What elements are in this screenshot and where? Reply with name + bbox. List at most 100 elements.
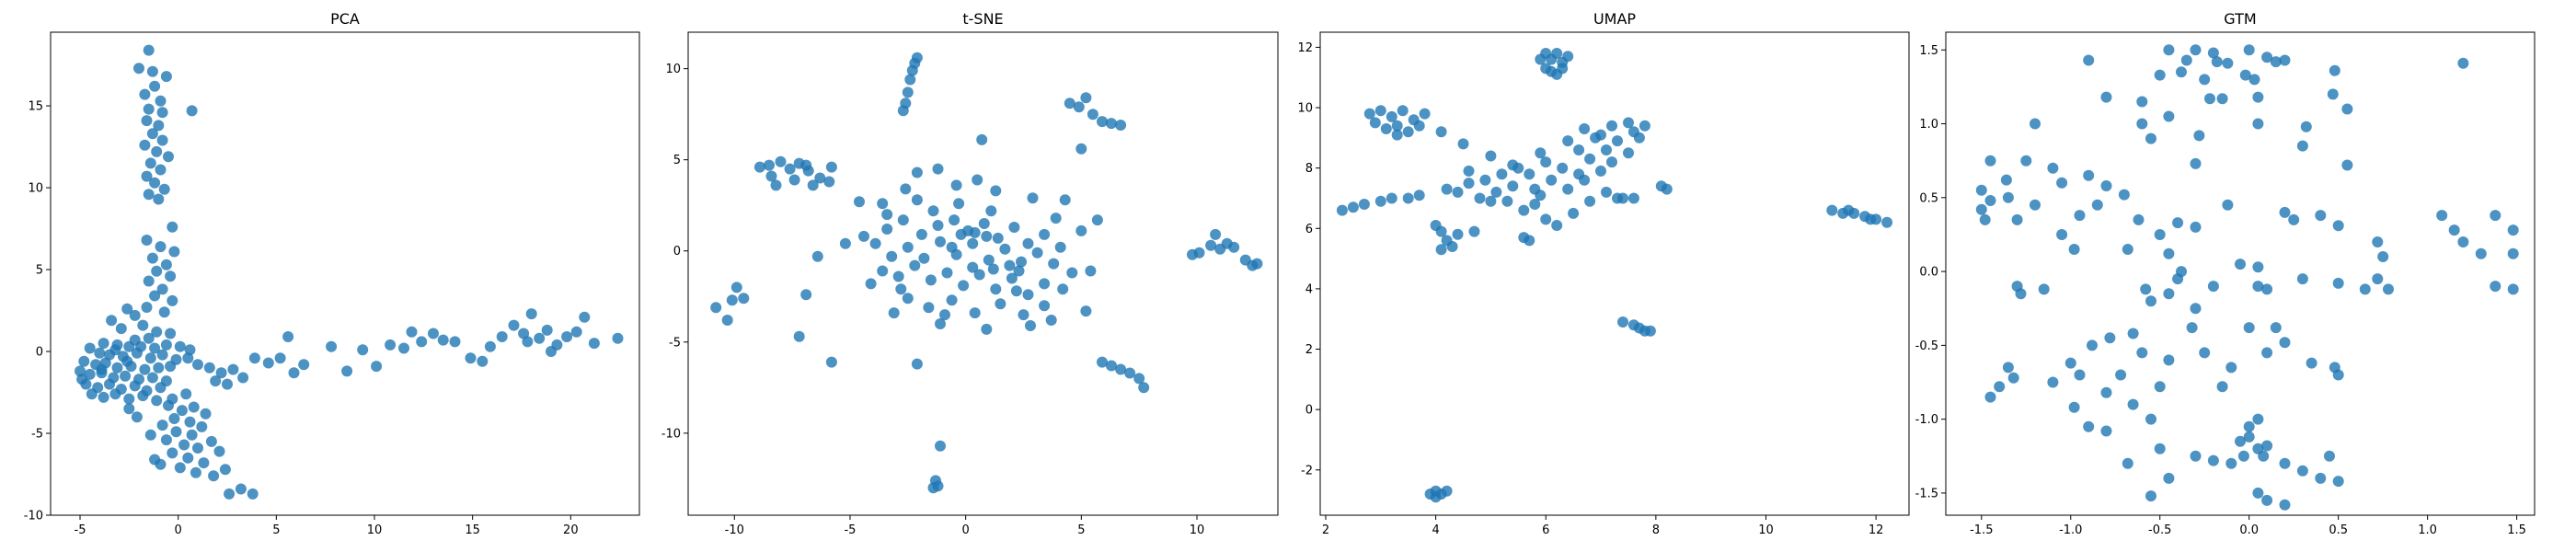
- gtm-point-10: [2176, 66, 2187, 78]
- t-sne-axes-frame: [687, 31, 1279, 516]
- umap-point-38: [1562, 135, 1574, 147]
- pca-point-15: [151, 145, 163, 157]
- gtm-ytick-label-0: -1.5: [1915, 487, 1938, 500]
- t-sne-point-114: [995, 298, 1006, 310]
- gtm-point-137: [2279, 499, 2291, 511]
- pca-point-165: [180, 388, 192, 400]
- t-sne-point-22: [1073, 101, 1085, 113]
- gtm-point-26: [2030, 118, 2041, 130]
- gtm-point-67: [2507, 247, 2519, 259]
- gtm-point-125: [2258, 450, 2270, 462]
- t-sne-point-10: [784, 163, 796, 175]
- pca-point-117: [416, 336, 428, 348]
- t-sne-point-26: [1106, 118, 1117, 130]
- t-sne-point-100: [892, 270, 904, 282]
- t-sne-point-113: [969, 307, 981, 319]
- umap-point-47: [1524, 168, 1535, 180]
- t-sne-point-130: [1066, 267, 1078, 279]
- umap-ytick-label-6: 10: [1297, 102, 1313, 116]
- t-sne-point-90: [918, 252, 930, 264]
- pca-point-167: [205, 435, 217, 447]
- umap-point-19: [1402, 126, 1414, 138]
- gtm-point-119: [2252, 413, 2264, 425]
- gtm-point-117: [2145, 413, 2156, 425]
- pca-point-156: [190, 466, 201, 478]
- pca-point-59: [131, 347, 143, 359]
- t-sne-point-112: [946, 294, 958, 306]
- umap-point-60: [1529, 199, 1541, 210]
- t-sne-point-46: [1115, 363, 1127, 375]
- pca-point-125: [508, 319, 520, 331]
- pca-point-63: [78, 355, 90, 367]
- umap-point-12: [1386, 110, 1397, 122]
- pca-point-36: [141, 302, 153, 313]
- pca-point-122: [477, 355, 489, 367]
- pca-point-31: [165, 270, 177, 282]
- pca-point-90: [137, 390, 149, 402]
- umap-point-80: [1518, 232, 1530, 244]
- umap-ytick-label-4: 6: [1305, 223, 1313, 236]
- pca-point-169: [144, 429, 156, 441]
- t-sne-point-40: [800, 289, 812, 301]
- pca-point-56: [94, 347, 106, 359]
- t-sne-point-83: [1008, 222, 1020, 233]
- t-sne-point-116: [1039, 300, 1051, 312]
- gtm-point-79: [2235, 259, 2246, 270]
- pca-point-87: [98, 391, 109, 403]
- t-sne-point-128: [1050, 213, 1062, 224]
- gtm-ytick-label-4: 0.5: [1919, 191, 1938, 205]
- t-sne-point-48: [1133, 373, 1145, 385]
- t-sne-point-101: [909, 259, 921, 271]
- pca-point-42: [137, 319, 149, 331]
- gtm-point-33: [1979, 213, 1991, 225]
- umap-point-45: [1490, 186, 1502, 198]
- gtm-point-51: [2163, 247, 2175, 259]
- umap-point-50: [1557, 162, 1569, 174]
- t-sne-point-47: [1124, 367, 1136, 379]
- umap-point-31: [1441, 183, 1453, 195]
- pca-point-8: [156, 107, 168, 119]
- gtm-title: GTM: [2224, 10, 2256, 28]
- pca-point-32: [143, 275, 155, 287]
- gtm-point-58: [2332, 220, 2344, 232]
- t-sne-point-86: [1054, 241, 1066, 253]
- gtm-point-147: [2341, 103, 2353, 115]
- t-sne-point-17: [814, 172, 826, 184]
- umap-point-8: [1546, 65, 1558, 77]
- umap-point-63: [1568, 207, 1580, 219]
- gtm-point-109: [2332, 369, 2344, 381]
- pca-xtick-label-5: 20: [563, 523, 579, 537]
- pca-point-69: [153, 362, 165, 374]
- gtm-axes-frame: [1945, 31, 2536, 516]
- pca-point-2: [146, 65, 158, 77]
- pca-point-40: [106, 315, 118, 327]
- gtm-point-31: [1984, 195, 1996, 206]
- gtm-ytick-label-3: 0.0: [1919, 266, 1938, 280]
- pca-point-113: [371, 361, 383, 373]
- pca-point-141: [200, 408, 212, 420]
- pca-point-102: [222, 378, 233, 390]
- t-sne-point-93: [967, 237, 979, 249]
- pca-ytick-label-3: 5: [36, 264, 43, 278]
- t-sne-point-71: [972, 174, 983, 186]
- pca-ytick-label-1: -5: [31, 428, 43, 442]
- t-sne-ytick-label-1: -5: [669, 336, 681, 350]
- umap-point-37: [1535, 147, 1547, 159]
- pca-point-129: [541, 324, 553, 336]
- gtm-point-56: [2288, 213, 2300, 225]
- gtm-point-132: [2296, 465, 2308, 477]
- pca-point-112: [357, 344, 369, 356]
- pca-point-7: [143, 103, 155, 115]
- pca-point-157: [219, 464, 231, 476]
- t-sne-xtick-label-4: 10: [1190, 523, 1205, 537]
- umap-point-62: [1551, 220, 1563, 231]
- t-sne-point-89: [902, 241, 914, 253]
- t-sne-point-121: [955, 228, 967, 240]
- pca-point-109: [282, 331, 294, 342]
- t-sne-title: t-SNE: [962, 10, 1003, 28]
- umap-point-58: [1501, 195, 1513, 207]
- gtm-point-63: [2448, 224, 2460, 236]
- t-sne-point-8: [764, 159, 775, 171]
- umap-point-88: [1446, 241, 1458, 252]
- pca-point-9: [186, 105, 198, 117]
